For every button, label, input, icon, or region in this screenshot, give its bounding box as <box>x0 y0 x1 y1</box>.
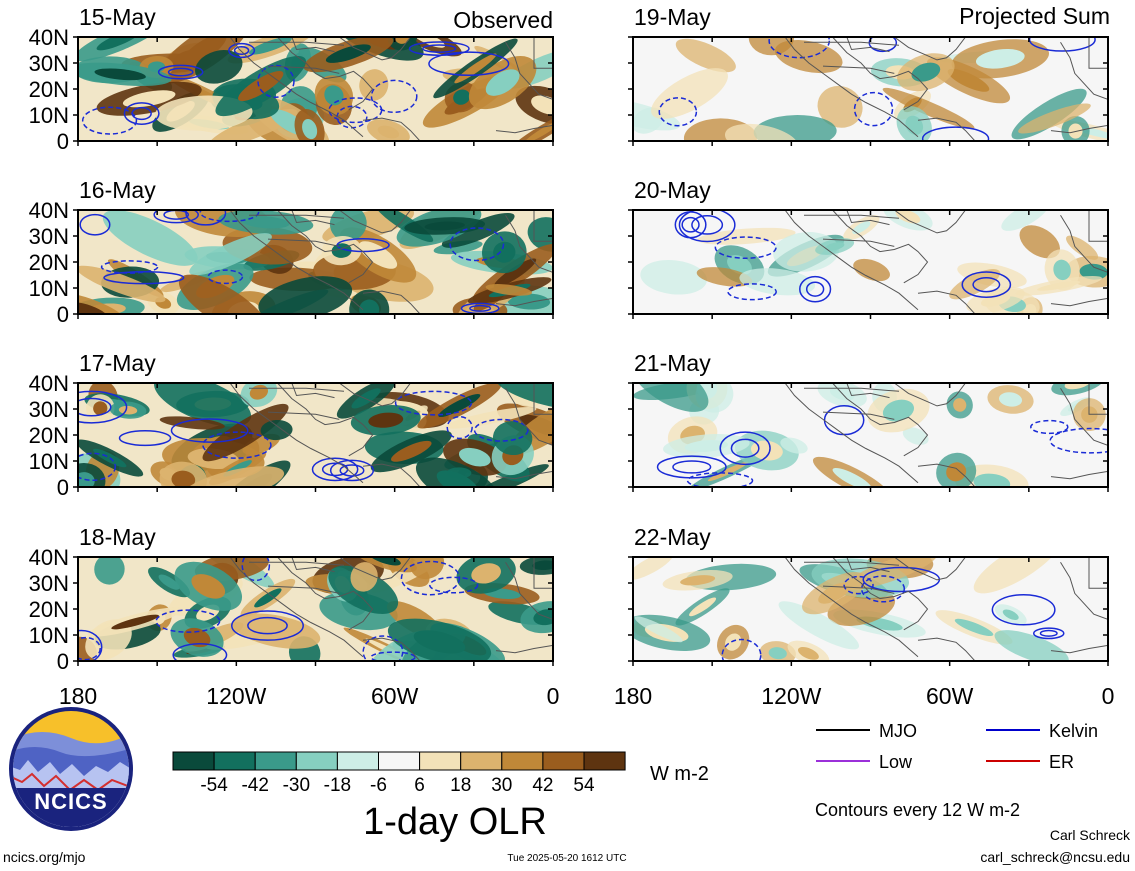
colorbar-label: 30 <box>491 775 512 796</box>
panel-date-label: 15-May <box>79 4 156 30</box>
projected-column-label: Projected Sum <box>959 3 1110 29</box>
colorbar-swatch <box>254 751 297 771</box>
colorbar-label: -18 <box>324 775 351 796</box>
panel-21-May: 21-May <box>628 350 1109 492</box>
author-name: Carl Schreck <box>1050 827 1131 843</box>
colorbar-label: 6 <box>414 775 425 796</box>
colorbar-label: 54 <box>573 775 595 796</box>
panel-date-label: 17-May <box>79 350 156 376</box>
panel-date-label: 20-May <box>634 177 711 203</box>
timestamp: Tue 2025-05-20 1612 UTC <box>507 853 626 864</box>
x-tick-label: 60W <box>926 683 974 709</box>
y-tick-label: 30N <box>29 571 69 596</box>
y-tick-label: 40N <box>29 25 69 50</box>
colorbar-label: 18 <box>450 775 471 796</box>
olr-field <box>633 557 1108 661</box>
y-tick-label: 10N <box>29 623 69 648</box>
colorbar-swatch <box>378 751 421 771</box>
colorbar-label: -54 <box>200 775 228 796</box>
x-tick-label: 120W <box>206 683 266 709</box>
colorbar-swatch <box>542 751 585 771</box>
colorbar-swatch <box>460 751 503 771</box>
legend-label: ER <box>1049 752 1074 772</box>
colorbar-swatch <box>336 751 379 771</box>
panel-19-May: 19-May <box>628 4 1109 146</box>
colorbar-swatch <box>295 751 338 771</box>
olr-field <box>78 210 553 314</box>
legend: MJO Kelvin Low ER <box>816 721 1098 772</box>
colorbar-label: 42 <box>532 775 553 796</box>
panel-date-label: 22-May <box>634 524 711 550</box>
y-tick-label: 20N <box>29 423 69 448</box>
olr-field <box>633 37 1108 141</box>
observed-column-label: Observed <box>453 7 553 33</box>
logo-text: NCICS <box>34 789 107 814</box>
y-tick-label: 40N <box>29 198 69 223</box>
colorbar-label: -6 <box>370 775 387 796</box>
y-tick-label: 30N <box>29 51 69 76</box>
y-tick-label: 20N <box>29 597 69 622</box>
colorbar-swatch <box>213 751 256 771</box>
author-email[interactable]: carl_schreck@ncsu.edu <box>980 849 1130 865</box>
colorbar-label: -42 <box>241 775 268 796</box>
colorbar-swatch <box>501 751 544 771</box>
olr-field <box>78 557 553 661</box>
y-tick-label: 0 <box>57 649 69 674</box>
site-url[interactable]: ncics.org/mjo <box>3 849 86 865</box>
colorbar-label: -30 <box>283 775 310 796</box>
contour-note: Contours every 12 W m-2 <box>815 800 1020 820</box>
panels-group: 40N30N20N10N015-May40N30N20N10N016-May40… <box>29 4 1109 674</box>
panel-22-May: 22-May <box>628 524 1109 666</box>
panel-date-label: 16-May <box>79 177 156 203</box>
x-tick-label: 120W <box>761 683 821 709</box>
colorbar-swatch <box>419 751 462 771</box>
x-tick-label: 180 <box>614 683 652 709</box>
olr-field <box>633 383 1108 487</box>
colorbar: -54 -42 -30 -18 -6 6 18 30 42 54 <box>172 751 626 796</box>
legend-label: Low <box>879 752 913 772</box>
colorbar-units: W m-2 <box>650 763 709 785</box>
panel-date-label: 21-May <box>634 350 711 376</box>
y-tick-label: 10N <box>29 103 69 128</box>
x-tick-label: 60W <box>371 683 419 709</box>
y-tick-label: 30N <box>29 224 69 249</box>
y-tick-label: 20N <box>29 77 69 102</box>
y-tick-label: 0 <box>57 129 69 154</box>
y-tick-label: 0 <box>57 302 69 327</box>
chart-title: 1-day OLR <box>363 801 547 843</box>
y-tick-label: 40N <box>29 545 69 570</box>
x-tick-label: 0 <box>547 683 560 709</box>
olr-field <box>78 37 553 141</box>
panel-date-label: 19-May <box>634 4 711 30</box>
ncics-logo: NCICS <box>9 707 133 831</box>
x-axis-labels: 180 120W 60W 0 180 120W 60W 0 <box>59 683 1115 709</box>
logo-artwork <box>13 711 129 827</box>
panel-20-May: 20-May <box>628 177 1109 319</box>
x-tick-label: 180 <box>59 683 97 709</box>
y-tick-label: 0 <box>57 475 69 500</box>
panel-date-label: 18-May <box>79 524 156 550</box>
colorbar-swatch <box>583 751 626 771</box>
colorbar-swatch <box>172 751 215 771</box>
y-tick-label: 10N <box>29 449 69 474</box>
legend-label: Kelvin <box>1049 721 1098 741</box>
olr-field <box>78 383 553 487</box>
y-tick-label: 30N <box>29 397 69 422</box>
y-tick-label: 20N <box>29 250 69 275</box>
y-tick-label: 10N <box>29 276 69 301</box>
y-tick-label: 40N <box>29 371 69 396</box>
x-tick-label: 0 <box>1102 683 1115 709</box>
olr-field <box>633 210 1108 314</box>
legend-label: MJO <box>879 721 917 741</box>
